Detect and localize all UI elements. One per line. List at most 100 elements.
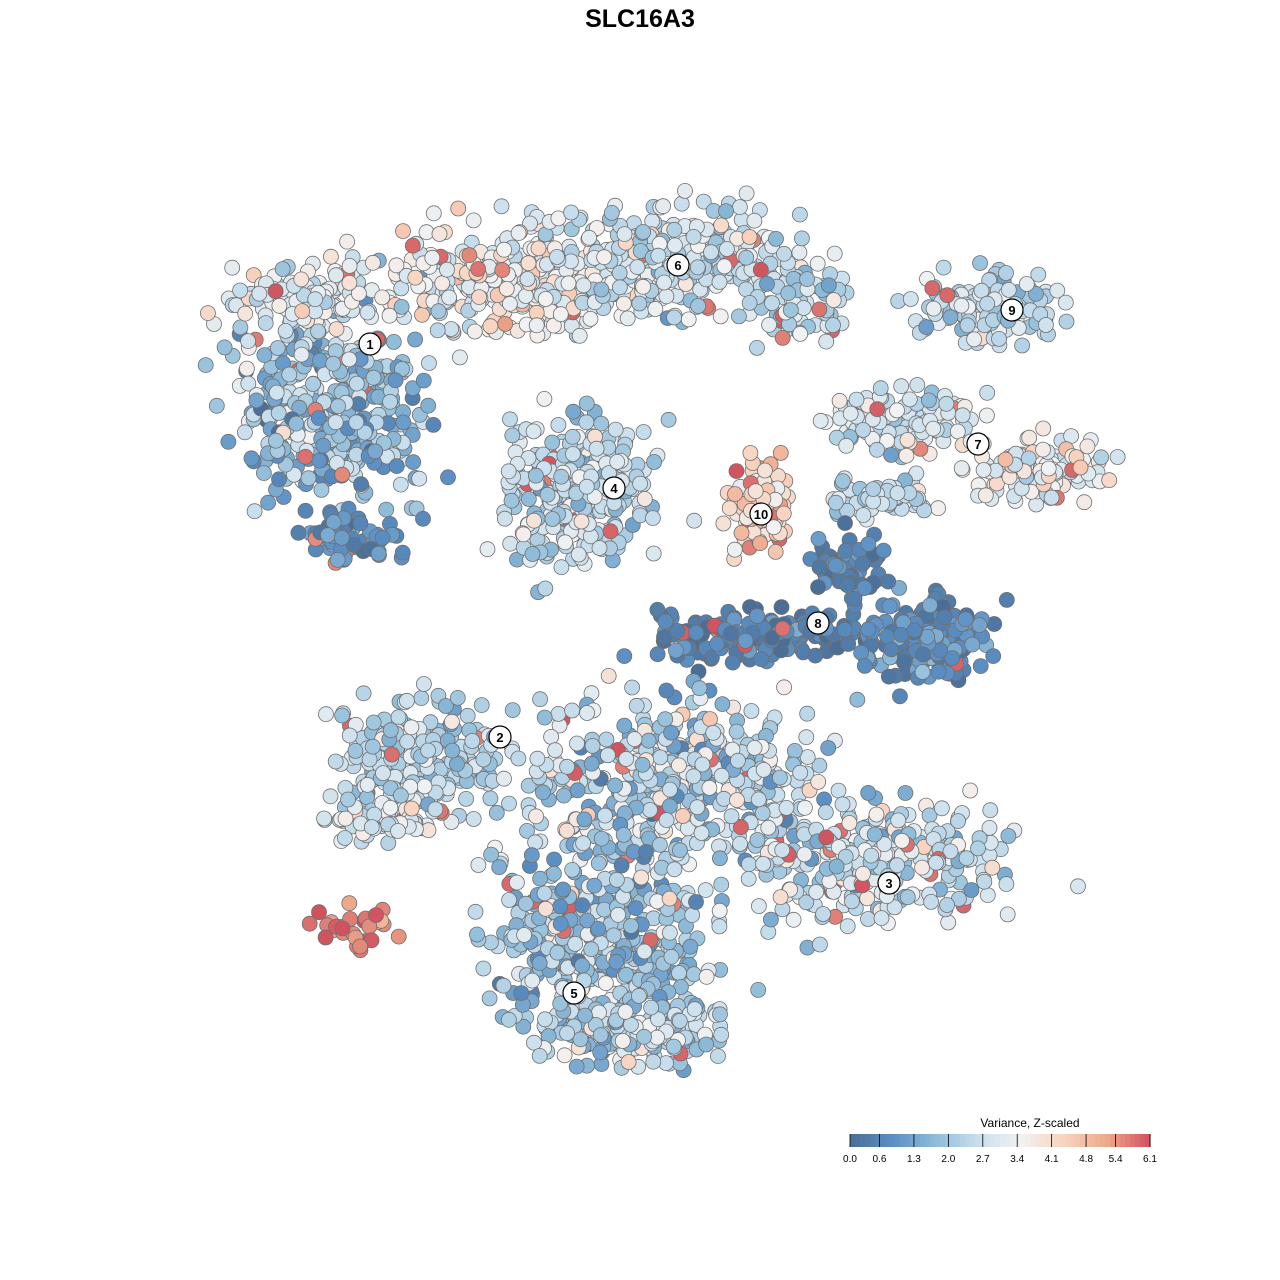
cell-point	[713, 767, 730, 784]
cell-point	[752, 261, 769, 278]
cell-point	[313, 481, 330, 498]
cell-point	[537, 291, 554, 307]
cell-point	[405, 454, 422, 471]
cluster-label-text: 9	[1008, 303, 1015, 318]
cell-point	[841, 815, 858, 831]
cell-point	[469, 926, 485, 943]
cell-point	[531, 955, 548, 971]
cell-point	[602, 523, 619, 540]
cell-point	[559, 822, 575, 839]
cell-point	[998, 876, 1015, 892]
cell-point	[418, 224, 435, 241]
cell-point	[1040, 460, 1057, 477]
cell-point	[374, 289, 391, 306]
cell-point	[496, 770, 512, 787]
cell-point	[475, 751, 492, 768]
cell-point	[528, 808, 544, 825]
cell-point	[746, 212, 763, 229]
legend-swatch	[970, 1134, 976, 1147]
cell-point	[749, 339, 765, 356]
cell-point	[318, 706, 334, 723]
cell-point	[652, 836, 668, 853]
cell-point	[685, 768, 702, 785]
cell-point	[553, 559, 570, 576]
cell-point	[702, 711, 718, 727]
cell-point	[780, 285, 797, 302]
cell-point	[365, 369, 382, 386]
legend-tick-label: 2.7	[976, 1154, 990, 1165]
cell-point	[421, 355, 437, 372]
cell-point	[443, 321, 460, 337]
cell-point	[650, 247, 667, 264]
cell-point	[600, 668, 617, 684]
cell-point	[662, 781, 678, 798]
cell-point	[495, 977, 512, 994]
cell-point	[617, 1003, 634, 1020]
cell-point	[430, 303, 447, 320]
cell-point	[713, 217, 730, 234]
cell-point	[532, 691, 548, 708]
cell-point	[614, 1033, 631, 1049]
cell-point	[939, 897, 955, 913]
cell-point	[465, 212, 482, 229]
cell-point	[501, 795, 517, 812]
cell-point	[658, 812, 675, 828]
cell-point	[440, 469, 456, 486]
cell-point	[574, 957, 590, 974]
cell-point	[328, 267, 344, 284]
cell-point	[565, 446, 581, 462]
cell-point	[291, 399, 308, 416]
cell-point	[839, 577, 856, 594]
legend-swatch	[870, 1134, 876, 1147]
cell-point	[1038, 317, 1054, 333]
cell-point	[889, 402, 905, 419]
cell-point	[431, 226, 448, 242]
cell-point	[640, 732, 657, 749]
cell-point	[610, 906, 626, 923]
cell-point	[251, 285, 268, 302]
cell-point	[741, 229, 758, 245]
cell-point	[755, 856, 771, 872]
cell-point	[671, 757, 687, 774]
cell-point	[461, 247, 478, 264]
cell-point	[812, 936, 828, 953]
cell-point	[743, 703, 760, 719]
legend-swatch	[990, 1134, 996, 1147]
cell-point	[537, 900, 554, 917]
points-layer	[197, 182, 1126, 1079]
cell-point	[473, 697, 490, 713]
cell-point	[820, 740, 837, 756]
cell-point	[731, 308, 747, 325]
cell-point	[598, 975, 614, 992]
cell-point	[954, 407, 971, 424]
cell-point	[866, 826, 883, 843]
cell-point	[536, 709, 553, 726]
cell-point	[620, 1054, 637, 1070]
legend-tick-label: 1.3	[907, 1154, 921, 1165]
cell-point	[889, 857, 905, 874]
cell-point	[494, 262, 511, 279]
cell-point	[390, 709, 407, 726]
legend-swatch	[895, 1134, 901, 1147]
cell-point	[294, 303, 311, 320]
cell-point	[684, 907, 701, 923]
cell-point	[240, 333, 257, 350]
cell-point	[535, 784, 551, 801]
cell-point	[415, 510, 431, 527]
cell-point	[645, 510, 661, 526]
cell-point	[329, 551, 346, 568]
cell-point	[271, 297, 288, 314]
cell-point	[897, 785, 914, 801]
cell-point	[855, 422, 871, 438]
cell-point	[510, 225, 527, 242]
cell-point	[530, 240, 547, 257]
cell-point	[429, 322, 446, 339]
cell-point	[860, 785, 877, 801]
cell-point	[502, 535, 519, 552]
cell-point	[629, 259, 646, 276]
cell-point	[581, 229, 597, 246]
cell-point	[712, 850, 728, 867]
cell-point	[655, 198, 671, 215]
cell-point	[269, 340, 286, 356]
cell-point	[855, 507, 872, 523]
